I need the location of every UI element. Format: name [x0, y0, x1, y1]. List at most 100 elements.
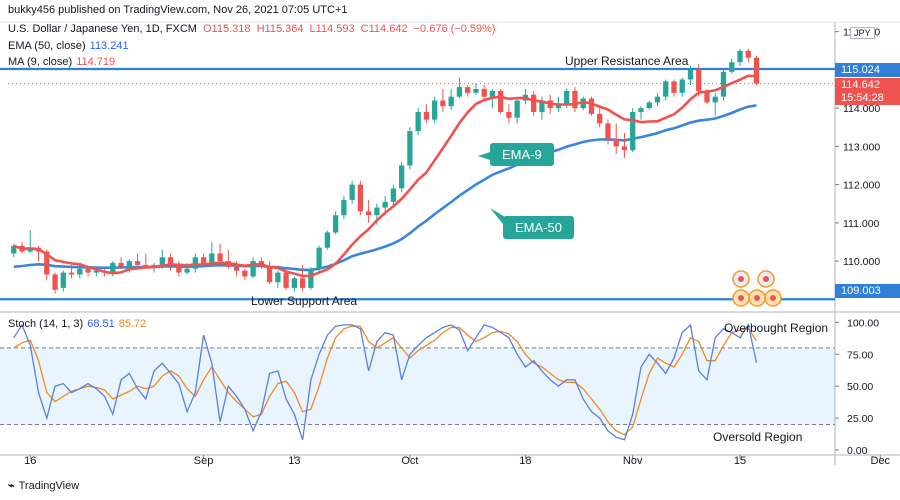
- candle-body: [753, 57, 760, 84]
- candle-body: [11, 245, 17, 254]
- price-tick-label: 111.000: [843, 218, 880, 230]
- candle-body: [134, 261, 141, 265]
- candle-body: [382, 201, 388, 208]
- stoch-tick-label: 100.00: [847, 317, 879, 329]
- candle-body: [737, 50, 743, 63]
- candle-body: [341, 199, 347, 216]
- resistance-price-tag: 115.024: [835, 63, 900, 77]
- candle-body: [539, 100, 545, 112]
- ema-legend-value: 113.241: [89, 40, 129, 52]
- stoch-tick-label: 75.00: [847, 349, 873, 361]
- stoch-legend-label: Stoch (14, 1, 3): [8, 318, 84, 330]
- currency-button[interactable]: JPY: [850, 27, 875, 39]
- price-tick-label: 113.000: [843, 141, 880, 153]
- upper-resistance-label: Upper Resistance Area: [565, 54, 689, 68]
- candle-body: [200, 257, 207, 265]
- ema-legend[interactable]: EMA (50, close) 113.241: [8, 40, 129, 52]
- tradingview-logo[interactable]: ⌁ TradingView: [8, 480, 80, 492]
- candle-body: [77, 268, 83, 275]
- support-price-tag: 109.003: [835, 284, 900, 298]
- ohlc-open: O115.318: [203, 23, 251, 35]
- candle-body: [679, 79, 685, 93]
- time-tick-label: 16: [24, 455, 36, 467]
- candle-body: [357, 184, 364, 212]
- candle-body: [68, 272, 75, 275]
- candle-body: [597, 113, 603, 124]
- symbol-line: U.S. Dollar / Japanese Yen, 1D, FXCM O11…: [8, 23, 499, 35]
- candle-body: [506, 111, 512, 118]
- candle-body: [613, 138, 619, 147]
- time-tick-label: Oct: [401, 455, 418, 467]
- ohlc-close: C114.642: [360, 23, 408, 35]
- candle-body: [654, 96, 661, 103]
- candle-body: [621, 146, 628, 151]
- candle-body: [729, 62, 735, 72]
- candle-body: [663, 81, 669, 97]
- ohlc-change: −0.676 (−0.59%): [413, 23, 496, 35]
- candle-body: [572, 90, 578, 109]
- candle-body: [671, 81, 677, 93]
- published-line: bukky456 published on TradingView.com, N…: [8, 4, 348, 16]
- event-dot: [738, 295, 744, 301]
- candle-body: [646, 102, 652, 109]
- candle-body: [167, 257, 174, 265]
- candle-body: [209, 253, 215, 265]
- candle-body: [110, 263, 116, 273]
- stoch-d-line: [13, 325, 758, 436]
- lower-support-label: Lower Support Area: [251, 294, 358, 308]
- candle-body: [555, 104, 562, 109]
- ohlc-high: H115.364: [256, 23, 304, 35]
- candle-body: [696, 69, 702, 91]
- candle-body: [531, 94, 537, 112]
- time-tick-label: Sep: [194, 455, 214, 467]
- candle-body: [217, 253, 223, 262]
- candle-body: [687, 69, 694, 80]
- stoch-d-value: 85.72: [118, 318, 147, 330]
- candle-body: [242, 270, 248, 277]
- candle-body: [374, 207, 380, 216]
- candle-body: [233, 266, 240, 271]
- candle-body: [514, 100, 520, 118]
- stoch-tick-label: 25.00: [847, 413, 873, 425]
- event-dot: [763, 276, 769, 282]
- candle-body: [365, 211, 372, 216]
- ma9-line: [13, 74, 757, 278]
- candle-body: [423, 111, 430, 120]
- close-price-tag: 114.642: [835, 78, 900, 92]
- candle-body: [432, 100, 438, 120]
- stoch-k-value: 68.51: [87, 318, 115, 330]
- candle-body: [489, 90, 496, 97]
- candle-body: [266, 266, 273, 283]
- candle-body: [283, 272, 289, 288]
- stoch-legend[interactable]: Stoch (14, 1, 3) 68.51 85.72: [8, 318, 146, 330]
- stoch-band: [0, 347, 835, 425]
- time-tick-label: Dec: [871, 455, 891, 467]
- candle-body: [588, 98, 595, 114]
- stoch-k-line: [13, 323, 758, 441]
- candle-body: [407, 131, 413, 166]
- candle-body: [630, 111, 636, 151]
- candle-body: [473, 89, 479, 93]
- ema-legend-label: EMA (50, close): [8, 40, 86, 52]
- candle-body: [159, 257, 165, 265]
- candle-body: [250, 261, 256, 277]
- candle-body: [52, 274, 58, 290]
- ma-legend[interactable]: MA (9, close) 114.719: [8, 56, 115, 68]
- ema50-callout: EMA-50: [503, 216, 574, 239]
- candle-body: [605, 123, 611, 139]
- symbol-name: U.S. Dollar / Japanese Yen, 1D, FXCM: [8, 23, 197, 35]
- candle-body: [308, 268, 314, 288]
- candle-body: [324, 232, 331, 248]
- candle-body: [176, 264, 182, 273]
- ema9-callout: EMA-9: [490, 143, 554, 166]
- candle-body: [126, 261, 132, 267]
- candle-body: [390, 188, 397, 202]
- candle-body: [498, 90, 504, 112]
- candle-body: [415, 111, 421, 132]
- ema50-line: [13, 104, 757, 272]
- candle-body: [580, 98, 586, 109]
- stoch-tick-label: 0.00: [847, 445, 868, 457]
- candle-body: [93, 270, 99, 273]
- candle-body: [638, 108, 644, 112]
